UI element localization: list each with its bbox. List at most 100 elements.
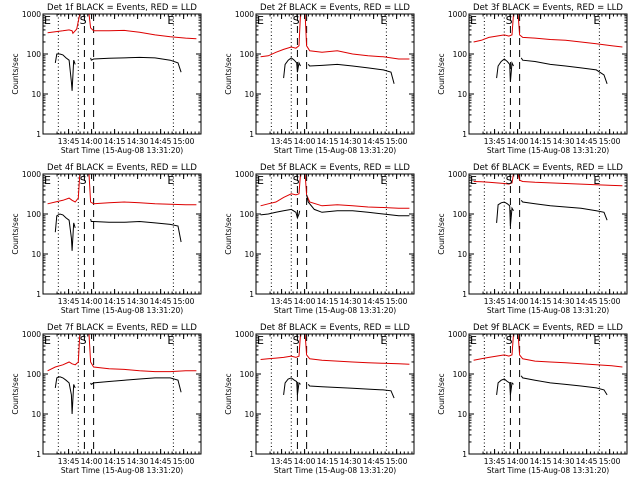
end-marker: E — [44, 174, 51, 187]
panel-title: Det 2f BLACK = Events, RED = LLD — [260, 3, 410, 13]
y-tick-label: 1000 — [235, 10, 254, 19]
y-tick-label: 10 — [244, 90, 254, 99]
x-tick-label: 13:45 — [271, 457, 293, 466]
x-tick-label: 14:45 — [576, 457, 598, 466]
y-tick-label: 100 — [240, 210, 255, 219]
plot-frame — [255, 173, 415, 295]
events-series-line — [260, 208, 301, 220]
x-tick-label: 14:30 — [127, 137, 149, 146]
lld-series-line — [88, 334, 197, 373]
x-tick-label: 15:00 — [386, 297, 408, 306]
end-marker: E — [257, 174, 264, 187]
lld-series-line — [88, 14, 197, 40]
events-series-line — [496, 378, 514, 395]
plot-frame — [255, 13, 415, 135]
start-marker: S — [80, 334, 87, 347]
events-series-line — [90, 377, 182, 393]
x-axis-label: Start Time (15-Aug-08 13:31:20) — [274, 306, 396, 315]
y-tick-label: 100 — [27, 370, 42, 379]
end-marker: E — [470, 334, 477, 347]
x-tick-label: 13:45 — [484, 457, 506, 466]
x-tick-label: 14:15 — [317, 297, 339, 306]
plot-frame — [42, 333, 202, 455]
events-series-line — [520, 57, 608, 84]
events-series-line — [520, 199, 608, 221]
x-axis-label: Start Time (15-Aug-08 13:31:20) — [274, 466, 396, 475]
start-marker: S — [506, 334, 513, 347]
x-tick-label: 14:30 — [553, 137, 575, 146]
x-tick-label: 14:45 — [363, 457, 385, 466]
y-tick-label: 1000 — [448, 170, 467, 179]
y-tick-label: 1 — [249, 290, 254, 299]
plot-frame — [42, 13, 202, 135]
x-tick-label: 14:00 — [294, 137, 316, 146]
x-tick-label: 13:45 — [58, 297, 80, 306]
x-tick-label: 15:00 — [173, 137, 195, 146]
y-tick-label: 1000 — [448, 10, 467, 19]
y-axis-label: Counts/sec — [224, 213, 233, 254]
x-tick-label: 14:45 — [363, 137, 385, 146]
panel-title: Det 7f BLACK = Events, RED = LLD — [47, 323, 197, 333]
x-tick-label: 13:45 — [58, 457, 80, 466]
end-marker: E — [470, 14, 477, 27]
lld-series-line — [260, 334, 304, 360]
lld-series-line — [473, 14, 517, 43]
y-tick-label: 1 — [36, 290, 41, 299]
end-marker: E — [44, 14, 51, 27]
end-marker: E — [167, 14, 174, 27]
y-tick-label: 100 — [240, 50, 255, 59]
y-tick-label: 10 — [244, 410, 254, 419]
x-tick-label: 13:45 — [271, 297, 293, 306]
x-tick-label: 14:45 — [576, 137, 598, 146]
lld-series-line — [304, 334, 410, 365]
lld-series-line — [260, 14, 304, 58]
end-marker: E — [257, 334, 264, 347]
x-tick-label: 14:00 — [507, 297, 529, 306]
end-marker: E — [380, 14, 387, 27]
x-tick-label: 14:15 — [530, 297, 552, 306]
y-tick-label: 10 — [31, 90, 41, 99]
x-tick-label: 14:30 — [340, 137, 362, 146]
y-tick-label: 10 — [457, 250, 467, 259]
y-tick-label: 1000 — [235, 170, 254, 179]
plot-frame — [255, 333, 415, 455]
y-axis-label: Counts/sec — [11, 213, 20, 254]
end-marker: E — [380, 174, 387, 187]
x-tick-label: 14:00 — [81, 297, 103, 306]
x-tick-label: 14:15 — [104, 297, 126, 306]
end-marker: E — [257, 14, 264, 27]
y-axis-label: Counts/sec — [224, 53, 233, 94]
y-tick-label: 10 — [457, 410, 467, 419]
end-marker: E — [167, 174, 174, 187]
lld-series-line — [517, 174, 623, 187]
y-tick-label: 1 — [249, 450, 254, 459]
y-tick-label: 10 — [31, 410, 41, 419]
x-tick-label: 14:00 — [507, 137, 529, 146]
lld-series-line — [304, 174, 410, 209]
y-tick-label: 1000 — [235, 330, 254, 339]
events-series-line — [54, 213, 76, 251]
lld-series-line — [88, 174, 197, 206]
y-tick-label: 100 — [27, 210, 42, 219]
y-tick-label: 1 — [36, 450, 41, 459]
panel-title: Det 8f BLACK = Events, RED = LLD — [260, 323, 410, 333]
start-marker: S — [506, 14, 513, 27]
x-tick-label: 14:15 — [104, 137, 126, 146]
x-tick-label: 14:00 — [81, 137, 103, 146]
x-axis-label: Start Time (15-Aug-08 13:31:20) — [61, 146, 183, 155]
x-tick-label: 15:00 — [599, 457, 621, 466]
end-marker: E — [593, 14, 600, 27]
y-tick-label: 100 — [240, 370, 255, 379]
x-tick-label: 14:30 — [553, 457, 575, 466]
plot-frame — [468, 333, 628, 455]
end-marker: E — [44, 334, 51, 347]
x-tick-label: 14:00 — [294, 297, 316, 306]
y-tick-label: 1000 — [22, 170, 41, 179]
events-series-line — [283, 57, 301, 79]
start-marker: S — [80, 14, 87, 27]
end-marker: E — [593, 334, 600, 347]
